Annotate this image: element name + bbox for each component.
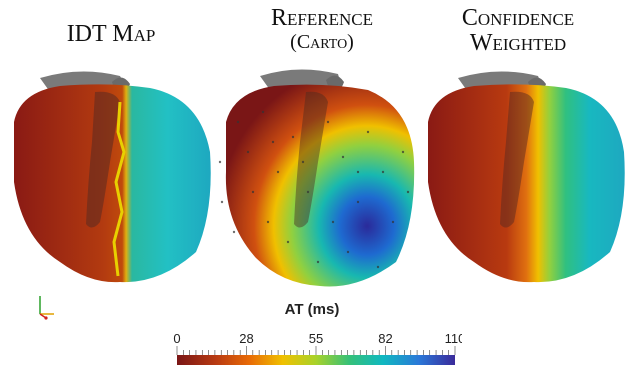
colorbar-label: AT (ms) <box>284 301 340 318</box>
idt-map-title: IDT Map <box>66 21 156 47</box>
confidence-weighted-heart-render <box>428 71 625 283</box>
colorbar-gradient <box>177 355 455 365</box>
colorbar-tick-label: 28 <box>239 331 253 346</box>
colorbar-tick-label: 82 <box>378 331 392 346</box>
confidence-weighted-title: Confidence Weighted <box>461 5 575 56</box>
colorbar-tick-label: 0 <box>173 331 180 346</box>
colorbar-tick-label: 110 <box>445 331 462 346</box>
colorbar-tick-label: 55 <box>309 331 323 346</box>
idt-map-heart-render <box>14 71 211 283</box>
reference-title: Reference (Carto) <box>271 5 373 54</box>
activation-time-colorbar: 0 28 55 82 110 <box>173 331 462 365</box>
reference-heart-render <box>218 69 415 287</box>
orientation-axes-icon <box>39 296 54 320</box>
carto-points <box>218 110 410 269</box>
